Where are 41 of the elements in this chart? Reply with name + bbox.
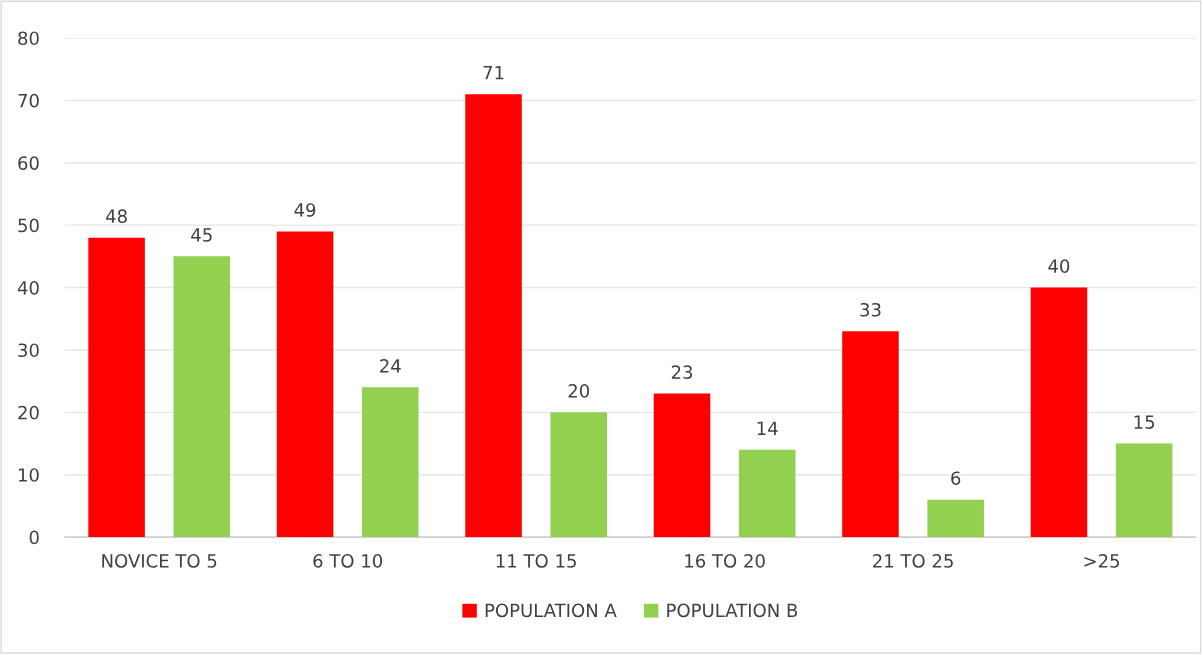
- data-label: 49: [294, 203, 316, 217]
- x-tick-label: NOVICE TO 5: [102, 554, 217, 568]
- data-label: 45: [191, 228, 212, 242]
- bar: [738, 449, 796, 538]
- legend-label: POPULATION A: [485, 603, 617, 618]
- bar: [173, 256, 231, 538]
- data-label: 40: [1048, 259, 1070, 273]
- data-label: 15: [1134, 415, 1155, 429]
- data-label: 20: [568, 384, 590, 398]
- bar: [842, 331, 899, 538]
- data-label: 71: [483, 66, 504, 80]
- data-label: 48: [106, 209, 127, 224]
- bar: [1115, 443, 1173, 538]
- y-tick-label: 40: [17, 281, 39, 295]
- y-tick-label: 50: [18, 218, 39, 233]
- y-tick-label: 20: [18, 405, 39, 420]
- data-label: 33: [860, 302, 881, 317]
- y-tick-label: 30: [18, 343, 39, 358]
- bar: [653, 393, 711, 538]
- y-tick-label: 80: [18, 31, 39, 46]
- data-label: 23: [671, 365, 693, 379]
- x-tick-label: 21 TO 25: [873, 554, 953, 568]
- y-tick-label: 60: [18, 156, 39, 170]
- bar: [550, 412, 607, 538]
- x-tick-label: 6 TO 10: [313, 554, 383, 568]
- y-tick-label: 0: [29, 530, 39, 545]
- data-label: 14: [757, 421, 778, 435]
- x-tick-label: 11 TO 15: [496, 554, 576, 568]
- data-label: 24: [380, 359, 401, 373]
- bar: [1030, 287, 1088, 538]
- data-label: 6: [951, 471, 961, 486]
- bar: [927, 499, 984, 538]
- bar: [88, 237, 145, 538]
- legend-label: POPULATION B: [667, 603, 798, 618]
- y-tick-label: 10: [18, 468, 39, 482]
- bar: [276, 231, 334, 538]
- y-tick-label: 70: [18, 93, 39, 108]
- x-tick-label: 16 TO 20: [685, 554, 765, 568]
- bar: [361, 387, 419, 538]
- x-tick-label: >25: [1084, 554, 1120, 568]
- bar: [465, 94, 522, 538]
